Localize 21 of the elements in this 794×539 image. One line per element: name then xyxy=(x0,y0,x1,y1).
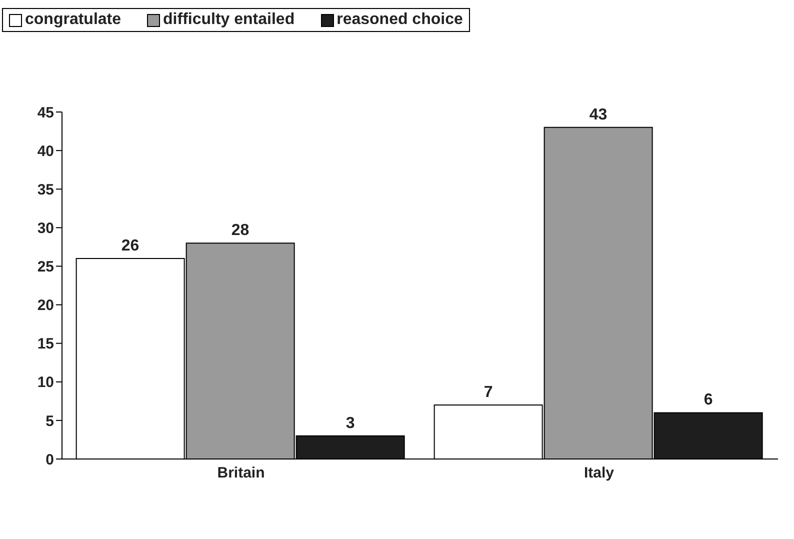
data-label: 7 xyxy=(484,384,493,402)
y-tick-label: 10 xyxy=(37,374,54,392)
x-tick-label: Italy xyxy=(584,464,615,482)
data-label: 43 xyxy=(589,106,608,124)
y-tick-label: 20 xyxy=(37,297,54,314)
data-label: 3 xyxy=(346,414,355,432)
data-label: 6 xyxy=(704,392,713,409)
legend-label: congratulate xyxy=(24,11,122,29)
y-tick-label: 15 xyxy=(37,336,54,353)
y-tick-label: 0 xyxy=(46,451,54,468)
legend-label: difficulty entailed xyxy=(162,11,295,29)
legend-label: reasoned choice xyxy=(336,11,463,29)
data-label: 28 xyxy=(231,222,250,240)
x-tick-label: Britain xyxy=(217,464,265,482)
y-tick-label: 35 xyxy=(37,181,54,198)
data-label: 26 xyxy=(121,238,140,255)
y-tick-label: 40 xyxy=(37,142,54,160)
y-tick-label: 5 xyxy=(46,412,54,430)
y-tick-label: 30 xyxy=(37,220,54,237)
y-tick-label: 25 xyxy=(37,258,54,276)
y-tick-label: 45 xyxy=(37,104,54,122)
